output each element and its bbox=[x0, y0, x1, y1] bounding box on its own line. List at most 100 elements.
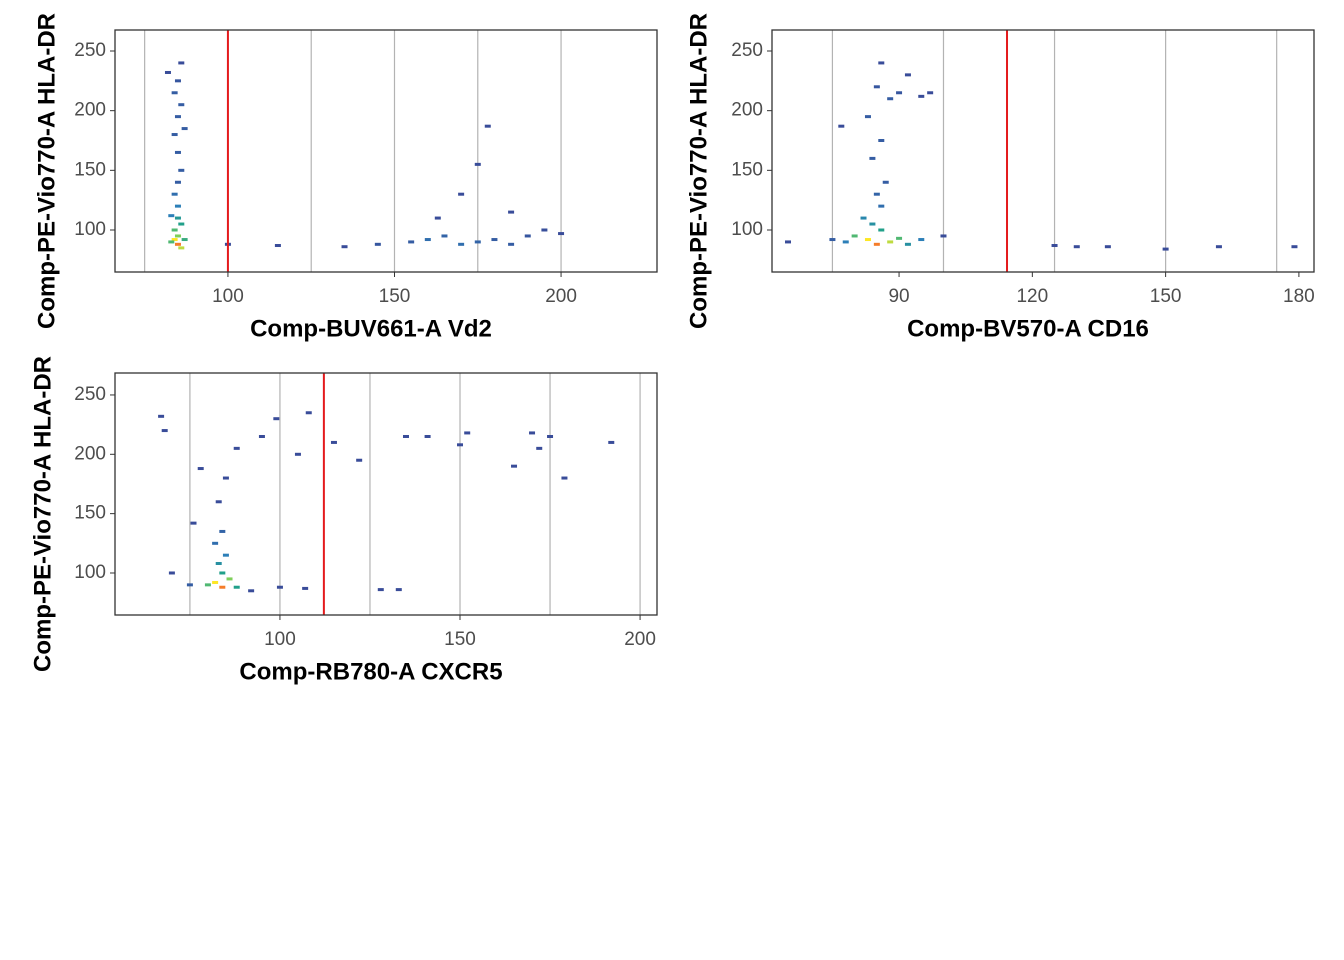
density-bin bbox=[178, 246, 185, 250]
y-tick-label: 200 bbox=[74, 443, 106, 464]
density-bin bbox=[171, 238, 178, 242]
density-bin bbox=[174, 150, 181, 154]
density-bin bbox=[873, 192, 880, 196]
y-tick-label: 100 bbox=[731, 219, 763, 240]
density-bin bbox=[276, 585, 283, 589]
x-tick-label: 200 bbox=[545, 286, 577, 307]
density-bin bbox=[869, 222, 876, 226]
density-bin bbox=[174, 180, 181, 184]
density-bin bbox=[215, 500, 222, 504]
density-bin bbox=[508, 210, 515, 214]
density-bin bbox=[408, 240, 415, 244]
density-bin bbox=[395, 588, 402, 592]
density-bin bbox=[219, 585, 226, 589]
density-bin bbox=[197, 467, 204, 471]
density-bin bbox=[558, 232, 565, 236]
density-bin bbox=[233, 585, 240, 589]
density-bin bbox=[904, 242, 911, 246]
density-bin bbox=[341, 245, 348, 249]
density-bin bbox=[838, 124, 845, 128]
density-bin bbox=[457, 443, 464, 447]
panel-border bbox=[114, 372, 658, 616]
y-axis-label: Comp-PE-Vio770-A HLA-DR bbox=[29, 356, 56, 672]
density-bin bbox=[258, 434, 265, 438]
density-bin bbox=[178, 222, 185, 226]
density-bin bbox=[547, 434, 554, 438]
density-bin bbox=[434, 216, 441, 220]
density-bin bbox=[178, 61, 185, 65]
density-bin bbox=[402, 434, 409, 438]
density-bin bbox=[896, 236, 903, 240]
density-bin bbox=[864, 238, 871, 242]
y-tick-label: 150 bbox=[74, 159, 106, 180]
density-bin bbox=[178, 103, 185, 107]
density-bin bbox=[851, 234, 858, 238]
panel: 100 150 200 100 150 200 250 Comp-BUV661-A Vd2 Co… bbox=[33, 13, 658, 342]
density-bin bbox=[878, 138, 885, 142]
density-bin bbox=[1162, 247, 1169, 251]
density-bin bbox=[222, 476, 229, 480]
panel: 100 150 200 100 150 200 250 Comp-RB780-A CXCR5 C… bbox=[29, 356, 658, 685]
density-bin bbox=[294, 452, 301, 456]
density-bin bbox=[869, 156, 876, 160]
density-bin bbox=[458, 192, 465, 196]
density-bin bbox=[212, 541, 219, 545]
density-bin bbox=[204, 583, 211, 587]
y-tick-label: 200 bbox=[731, 100, 763, 121]
density-bin bbox=[927, 91, 934, 95]
density-bin bbox=[171, 91, 178, 95]
density-bin bbox=[174, 115, 181, 119]
x-axis-label: Comp-RB780-A CXCR5 bbox=[239, 658, 502, 685]
x-tick-label: 180 bbox=[1283, 286, 1315, 307]
y-tick-label: 100 bbox=[74, 219, 106, 240]
x-tick-label: 200 bbox=[624, 629, 656, 650]
y-tick-label: 150 bbox=[74, 503, 106, 524]
y-tick-label: 250 bbox=[731, 40, 763, 61]
density-bin bbox=[474, 162, 481, 166]
x-axis-label: Comp-BV570-A CD16 bbox=[907, 315, 1149, 342]
density-bin bbox=[273, 417, 280, 421]
density-bin bbox=[484, 124, 491, 128]
density-bin bbox=[887, 97, 894, 101]
density-bin bbox=[164, 70, 171, 74]
x-tick-label: 100 bbox=[264, 629, 296, 650]
density-bin bbox=[1073, 245, 1080, 249]
density-bin bbox=[174, 79, 181, 83]
density-bin bbox=[305, 411, 312, 415]
density-bin bbox=[424, 434, 431, 438]
density-bin bbox=[302, 586, 309, 590]
density-bin bbox=[219, 529, 226, 533]
density-bin bbox=[511, 464, 518, 468]
density-bin bbox=[1215, 245, 1222, 249]
panel: 90 120 150 180 100 150 200 250 Comp-BV570-A CD16… bbox=[685, 13, 1314, 342]
x-axis-label: Comp-BUV661-A Vd2 bbox=[250, 315, 492, 342]
density-bin bbox=[274, 244, 281, 248]
density-bin bbox=[168, 571, 175, 575]
x-tick-label: 150 bbox=[379, 286, 411, 307]
y-tick-label: 100 bbox=[74, 562, 106, 583]
density-bin bbox=[441, 234, 448, 238]
density-bin bbox=[161, 429, 168, 433]
density-bin bbox=[174, 242, 181, 246]
x-tick-label: 150 bbox=[1150, 286, 1182, 307]
density-bin bbox=[918, 94, 925, 98]
density-bin bbox=[896, 91, 903, 95]
density-bin bbox=[186, 583, 193, 587]
density-bin bbox=[608, 440, 615, 444]
density-bin bbox=[887, 240, 894, 244]
y-tick-label: 250 bbox=[74, 384, 106, 405]
density-bin bbox=[181, 127, 188, 131]
density-bin bbox=[561, 476, 568, 480]
density-bin bbox=[878, 228, 885, 232]
density-bin bbox=[181, 238, 188, 242]
y-tick-label: 200 bbox=[74, 100, 106, 121]
density-bin bbox=[474, 240, 481, 244]
density-bin bbox=[356, 458, 363, 462]
density-bin bbox=[248, 589, 255, 593]
density-bin bbox=[174, 234, 181, 238]
density-bin bbox=[882, 180, 889, 184]
density-bin bbox=[174, 204, 181, 208]
density-bin bbox=[904, 73, 911, 77]
density-bin bbox=[878, 61, 885, 65]
